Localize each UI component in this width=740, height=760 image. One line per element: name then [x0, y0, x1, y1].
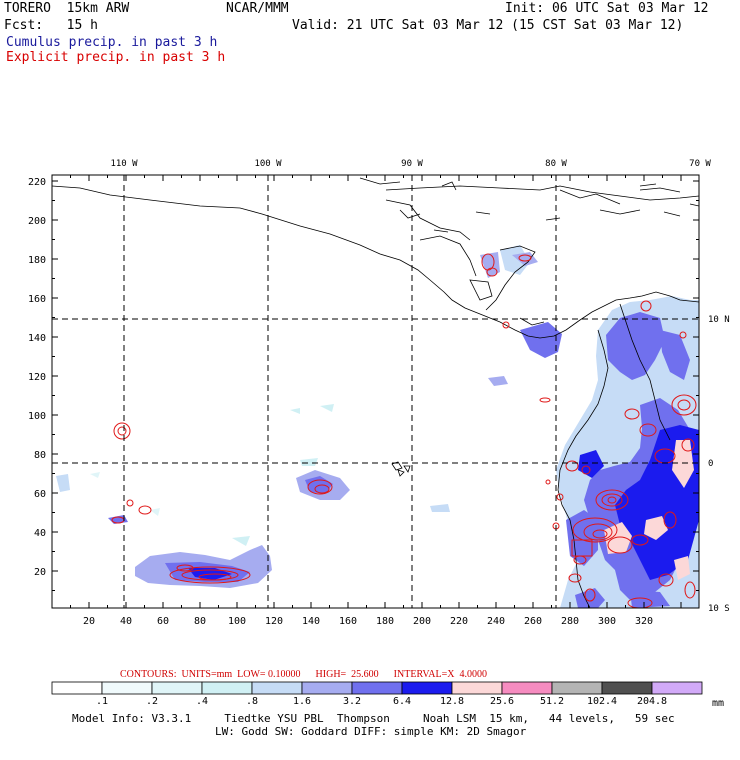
x-tick-label: 280 [561, 616, 579, 627]
x-tick-label: 180 [376, 616, 394, 627]
y-tick-label: 160 [28, 294, 46, 305]
x-tick-label: 300 [598, 616, 616, 627]
explicit-precip-contours [111, 253, 697, 608]
colorbar-label: 51.2 [540, 696, 564, 707]
x-tick-label: 160 [339, 616, 357, 627]
colorbar-label: 12.8 [440, 696, 464, 707]
lon-label-110w: 110 W [110, 159, 138, 169]
colorbar-swatch [501, 681, 553, 695]
colorbar-label: 1.6 [293, 696, 311, 707]
y-tick-label: 200 [28, 216, 46, 227]
explicit-precip-label: Explicit precip. in past 3 h [6, 50, 226, 65]
x-tick-label: 40 [120, 616, 132, 627]
x-tick-label: 320 [635, 616, 653, 627]
colorbar-swatch [351, 681, 403, 695]
colorbar-label: 6.4 [393, 696, 411, 707]
valid-time: Valid: 21 UTC Sat 03 Mar 12 (15 CST Sat … [292, 18, 684, 33]
y-tick-label: 180 [28, 255, 46, 266]
y-tick-label: 100 [28, 411, 46, 422]
x-tick-label: 20 [83, 616, 95, 627]
lon-label-70w: 70 W [689, 159, 711, 169]
y-tick-label: 40 [34, 528, 46, 539]
x-tick-label: 140 [302, 616, 320, 627]
y-tick-label: 20 [34, 567, 46, 578]
colorbar-swatch [401, 681, 453, 695]
lat-label-10s: 10 S [708, 604, 730, 614]
colorbar-swatch [101, 681, 153, 695]
colorbar-units: mm [712, 698, 724, 709]
x-tick-label: 260 [524, 616, 542, 627]
axis-ticks [51, 175, 699, 608]
colorbar-swatch [151, 681, 203, 695]
lon-label-90w: 90 W [401, 159, 423, 169]
colorbar-swatch [551, 681, 603, 695]
model-info-line2: LW: Godd SW: Goddard DIFF: simple KM: 2D… [215, 725, 527, 738]
colorbar-label: .1 [96, 696, 108, 707]
lat-label-10n: 10 N [708, 315, 730, 325]
colorbar-label: .2 [146, 696, 158, 707]
lon-label-100w: 100 W [254, 159, 282, 169]
colorbar-label: 25.6 [490, 696, 514, 707]
y-tick-label: 120 [28, 372, 46, 383]
colorbar-label: 3.2 [343, 696, 361, 707]
model-title: TORERO 15km ARW [4, 1, 130, 16]
colorbar-swatch [601, 681, 653, 695]
x-tick-label: 80 [194, 616, 206, 627]
x-tick-label: 60 [157, 616, 169, 627]
forecast-hour: Fcst: 15 h [4, 18, 98, 33]
colorbar-label: .4 [196, 696, 208, 707]
y-tick-label: 80 [34, 450, 46, 461]
lat-lon-gridlines [52, 175, 699, 608]
colorbar-swatch [301, 681, 353, 695]
colorbar-swatch [251, 681, 303, 695]
precip-map: 110 W 100 W 90 W 80 W 70 W 10 N 0 10 S 2… [28, 159, 730, 738]
x-tick-label: 200 [413, 616, 431, 627]
y-tick-label: 60 [34, 489, 46, 500]
x-tick-label: 120 [265, 616, 283, 627]
x-tick-label: 100 [228, 616, 246, 627]
colorbar-label: 204.8 [637, 696, 667, 707]
contour-info: CONTOURS: UNITS=mm LOW= 0.10000 HIGH= 25… [120, 669, 487, 680]
colorbar-swatch [201, 681, 253, 695]
colorbar-swatch [651, 681, 703, 695]
colorbar-label: 102.4 [587, 696, 617, 707]
x-tick-label: 220 [450, 616, 468, 627]
init-time: Init: 06 UTC Sat 03 Mar 12 [505, 1, 709, 16]
coastlines [52, 177, 699, 608]
lon-label-80w: 80 W [545, 159, 567, 169]
y-tick-label: 140 [28, 333, 46, 344]
cumulus-precip-label: Cumulus precip. in past 3 h [6, 35, 218, 50]
y-tick-label: 220 [28, 177, 46, 188]
lat-label-0: 0 [708, 459, 713, 469]
colorbar-label: .8 [246, 696, 258, 707]
colorbar-swatch [451, 681, 503, 695]
map-frame [51, 174, 700, 609]
model-info-line1: Model Info: V3.3.1 Tiedtke YSU PBL Thomp… [72, 712, 675, 725]
colorbar-swatch [51, 681, 103, 695]
x-tick-label: 240 [487, 616, 505, 627]
cumulus-precip-field [56, 245, 699, 608]
institution-label: NCAR/MMM [226, 1, 289, 16]
colorbar [51, 681, 703, 695]
